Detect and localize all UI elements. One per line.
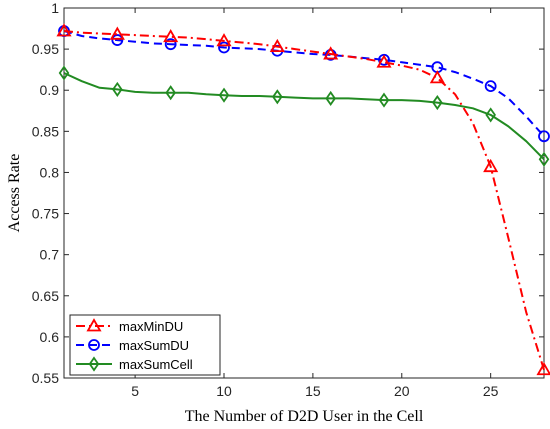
series-line-maxSumCell bbox=[63, 72, 545, 161]
series-line-maxSumDU bbox=[63, 30, 545, 137]
data-point-maxSumCell bbox=[58, 65, 70, 81]
y-tick-label: 0.65 bbox=[32, 288, 59, 304]
data-point-maxSumCell bbox=[485, 107, 496, 123]
legend-label-maxMinDU: maxMinDU bbox=[119, 319, 183, 334]
data-point-maxSumCell bbox=[165, 85, 176, 101]
x-tick-label: 25 bbox=[483, 383, 499, 399]
data-point-maxMinDU bbox=[376, 54, 392, 68]
legend-label-maxSumDU: maxSumDU bbox=[119, 338, 189, 353]
y-tick-label: 0.7 bbox=[40, 247, 60, 263]
y-tick-label: 1 bbox=[51, 0, 59, 16]
x-tick-label: 20 bbox=[394, 383, 410, 399]
data-point-maxMinDU bbox=[429, 70, 445, 84]
data-point-maxSumDU bbox=[164, 38, 177, 51]
y-axis: 0.55 0.6 0.65 0.7 0.75 0.8 0.85 0.9 0.95 1 bbox=[32, 0, 544, 386]
y-axis-title: Access Rate bbox=[6, 154, 23, 233]
data-point-maxMinDU bbox=[269, 38, 285, 53]
data-point-maxMinDU bbox=[109, 26, 125, 40]
legend-marker-maxSumCell bbox=[88, 356, 100, 372]
data-point-maxMinDU bbox=[536, 361, 550, 376]
y-tick-label: 0.95 bbox=[32, 41, 59, 57]
y-tick-label: 0.8 bbox=[40, 164, 60, 180]
data-point-maxMinDU bbox=[216, 33, 232, 47]
series-line-maxMinDU bbox=[63, 30, 545, 371]
data-point-maxSumCell bbox=[218, 87, 230, 103]
y-tick-label: 0.6 bbox=[40, 329, 60, 345]
series-maxMinDU bbox=[56, 23, 550, 376]
data-point-maxSumCell bbox=[112, 81, 123, 97]
data-point-maxSumDU bbox=[484, 80, 497, 93]
data-point-maxMinDU bbox=[483, 158, 499, 173]
data-point-maxSumCell bbox=[325, 90, 336, 107]
legend-label-maxSumCell: maxSumCell bbox=[119, 357, 193, 372]
data-point-maxSumDU bbox=[218, 41, 230, 54]
legend-marker-maxMinDU bbox=[86, 318, 102, 332]
data-point-maxSumDU bbox=[111, 34, 124, 46]
y-tick-label: 0.9 bbox=[40, 82, 60, 98]
x-axis: 5 10 15 20 25 bbox=[131, 8, 499, 399]
y-tick-label: 0.75 bbox=[32, 206, 59, 222]
data-point-maxMinDU bbox=[323, 46, 339, 60]
data-point-maxMinDU bbox=[163, 28, 179, 43]
data-point-maxSumCell bbox=[378, 92, 390, 108]
data-point-maxSumCell bbox=[538, 151, 550, 167]
x-tick-label: 15 bbox=[305, 383, 321, 399]
legend-marker-maxSumDU bbox=[88, 339, 100, 351]
x-axis-title: The Number of D2D User in the Cell bbox=[185, 408, 424, 425]
data-point-maxSumCell bbox=[272, 89, 283, 105]
data-point-maxMinDU bbox=[56, 23, 72, 37]
data-point-maxSumDU bbox=[538, 130, 550, 143]
series-maxSumCell bbox=[58, 65, 550, 167]
series-layer bbox=[56, 23, 550, 376]
legend: maxMinDU maxSumDU maxSumCell bbox=[69, 314, 221, 376]
x-tick-label: 5 bbox=[131, 383, 139, 399]
x-tick-label: 10 bbox=[216, 383, 232, 399]
data-point-maxSumCell bbox=[432, 94, 443, 111]
y-tick-label: 0.85 bbox=[32, 123, 59, 139]
y-tick-label: 0.55 bbox=[32, 370, 59, 386]
